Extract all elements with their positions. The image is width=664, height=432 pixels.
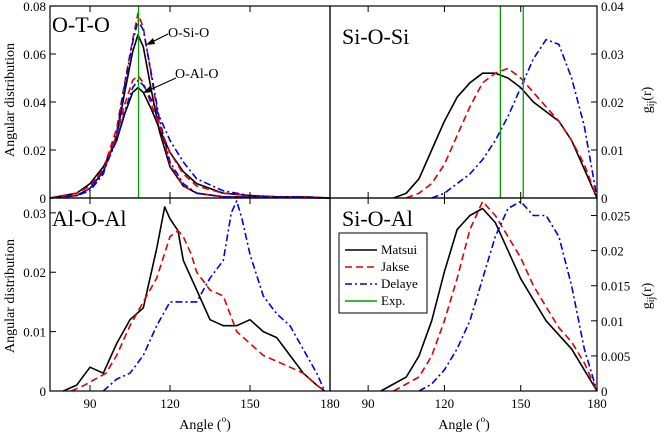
ytick-label-bottom-left-1: 0.01: [23, 325, 46, 340]
xtick-label-bottom-right-1: 120: [435, 396, 455, 411]
panel-title-sios: Si-O-Si: [342, 24, 409, 49]
ytick-label-top-right-0: 0: [601, 191, 608, 206]
ytick-label-top-left-4: 0.08: [23, 0, 46, 14]
panel-bottom-right: 0 0.005 0.01 0.015 0.02 0.025 90 120 150 180: [329, 197, 630, 411]
panel-title-oto: O-T-O: [52, 12, 110, 37]
legend-label-delaye: Delaye: [381, 276, 418, 291]
legend-box: [338, 232, 428, 314]
legend-label-jakse: Jakse: [381, 259, 409, 274]
ylabel-top-left: Angular distribution: [3, 43, 18, 157]
series-top-left-2: [49, 19, 331, 199]
ytick-label-bottom-right-2: 0.01: [601, 314, 624, 329]
xtick-label-bottom-left-1: 120: [160, 396, 180, 411]
panel-top-left: 0 0.02 0.04 0.06 0.08: [23, 0, 331, 206]
series-bottom-left-0: [62, 206, 326, 392]
series-top-right-1: [406, 67, 598, 199]
ylabel-bottom-left: Angular distribution: [3, 239, 18, 353]
ytick-label-bottom-right-0: 0: [601, 384, 608, 399]
panel-title-aloal: Al-O-Al: [52, 206, 127, 231]
series-top-left-0: [49, 33, 331, 199]
ytick-label-top-right-2: 0.02: [601, 95, 624, 110]
xtick-label-bottom-left-2: 150: [240, 396, 260, 411]
legend-label-exp: Exp.: [381, 293, 405, 308]
frame-bottom-right: [329, 197, 598, 392]
series-bottom-left-1: [70, 229, 326, 392]
xtick-label-bottom-right-2: 150: [511, 396, 531, 411]
ytick-label-top-right-4: 0.04: [601, 0, 624, 14]
legend-label-matsui: Matsui: [381, 242, 418, 257]
ytick-label-bottom-left-0: 0: [40, 384, 47, 399]
panel-top-right: 0 0.01 0.02 0.03 0.04: [329, 0, 624, 206]
ytick-label-top-left-0: 0: [40, 191, 47, 206]
ytick-label-top-right-1: 0.01: [601, 143, 624, 158]
annotation-o-si-o: O-Si-O: [168, 26, 209, 41]
ytick-label-top-left-1: 0.02: [23, 143, 46, 158]
ytick-label-top-right-3: 0.03: [601, 47, 624, 62]
xtick-label-bottom-left-3: 180: [320, 396, 340, 411]
xlabel-right: Angle (o): [438, 414, 490, 432]
ytick-label-bottom-right-5: 0.025: [601, 209, 630, 224]
panel-bottom-left: 0 0.01 0.02 0.03 90 120 150 180: [23, 197, 340, 411]
panel-title-sioal: Si-O-Al: [342, 206, 413, 231]
ylabel-top-right: gij(r): [640, 86, 657, 113]
series-bottom-right-0: [380, 207, 598, 392]
series-top-left-3: [49, 86, 331, 199]
ytick-label-bottom-right-3: 0.015: [601, 279, 630, 294]
series-bottom-right-1: [393, 200, 598, 392]
series-top-right-2: [431, 38, 598, 199]
annotation-arrowhead-o-si-o: [146, 38, 155, 45]
ylabel-bottom-right: gij(r): [640, 282, 657, 309]
series-bottom-right-2: [418, 200, 598, 392]
ytick-label-bottom-right-4: 0.02: [601, 244, 624, 259]
xlabel-left: Angle (o): [179, 414, 231, 432]
series-top-left-4: [49, 74, 331, 199]
xtick-label-bottom-left-0: 90: [84, 396, 97, 411]
plot-layer: 00.020.040.060.0800.010.020.030.0400.010…: [23, 0, 630, 411]
xtick-label-bottom-right-0: 90: [362, 396, 375, 411]
annotation-arrowhead-o-al-o: [143, 86, 152, 93]
series-bottom-left-2: [102, 200, 326, 392]
legend: Matsui Jakse Delaye Exp.: [338, 232, 428, 314]
ytick-label-bottom-right-1: 0.005: [601, 349, 630, 364]
annotation-o-al-o: O-Al-O: [175, 67, 219, 82]
ytick-label-bottom-left-2: 0.02: [23, 265, 46, 280]
ytick-label-bottom-left-3: 0.03: [23, 206, 46, 221]
ytick-label-top-left-2: 0.04: [23, 95, 46, 110]
series-top-right-0: [393, 72, 598, 199]
ytick-label-top-left-3: 0.06: [23, 47, 46, 62]
xtick-label-bottom-right-3: 180: [587, 396, 607, 411]
